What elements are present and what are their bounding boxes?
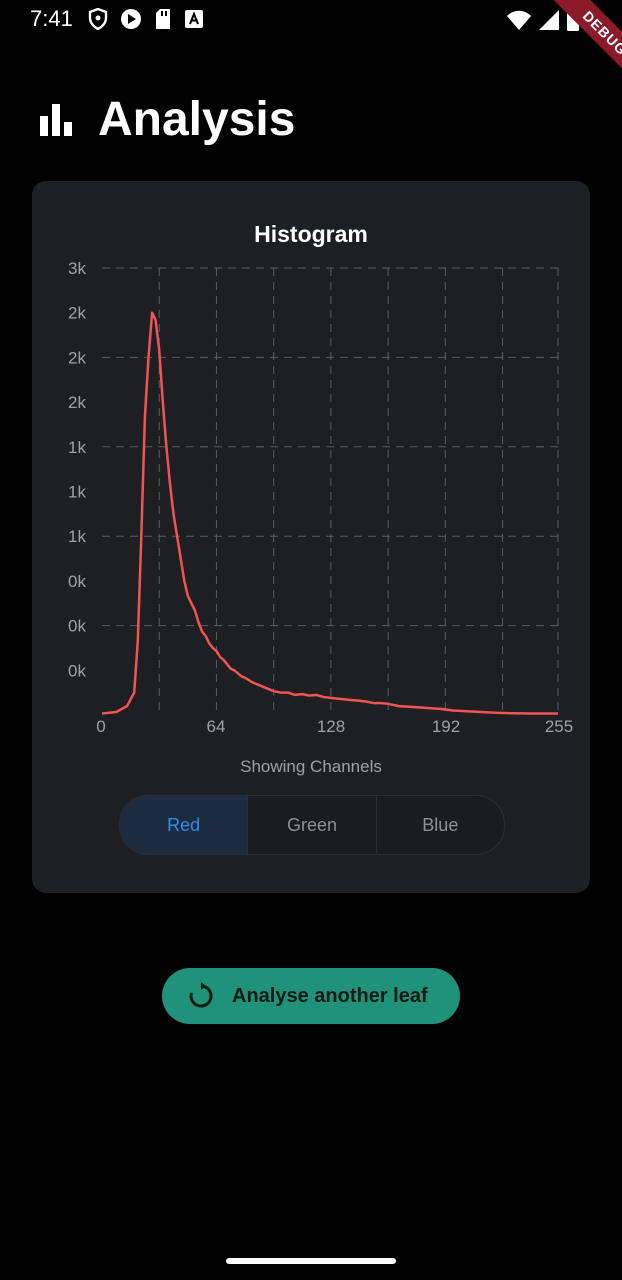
home-indicator [226, 1258, 396, 1264]
x-tick-label: 255 [545, 717, 573, 736]
x-tick-label: 192 [432, 717, 460, 736]
channel-green-button[interactable]: Green [248, 796, 377, 854]
bar-chart-icon [38, 102, 74, 138]
histogram-chart: 0k 0k 0k 1k 1k 1k 2k 2k 2k 3k 0 64 128 192 255 [68, 259, 573, 736]
y-tick-label: 3k [68, 259, 86, 278]
y-tick-label: 2k [68, 393, 86, 412]
status-bar: 7:41 [0, 0, 622, 89]
refresh-icon [186, 981, 216, 1011]
chart-series [101, 311, 558, 715]
play-store-icon [120, 8, 142, 30]
y-tick-label: 2k [68, 348, 86, 367]
y-tick-label: 0k [68, 572, 86, 591]
series-line-red [101, 311, 558, 715]
y-tick-label: 1k [68, 438, 86, 457]
channel-blue-button[interactable]: Blue [422, 814, 459, 835]
y-tick-label: 1k [68, 527, 86, 546]
chart-title: Histogram [254, 221, 368, 247]
y-tick-label: 0k [68, 661, 86, 680]
channels-caption: Showing Channels [240, 757, 382, 776]
histogram-card: Histogram 0k 0k 0k 1k 1k 1k 2k 2k 2k 3k 0 64 128 192… [32, 181, 590, 893]
shield-icon [88, 8, 108, 30]
sd-card-icon [154, 8, 172, 30]
x-tick-label: 128 [317, 717, 345, 736]
y-axis-ticks: 0k 0k 0k 1k 1k 1k 2k 2k 2k 3k [68, 259, 86, 680]
status-time: 7:41 [30, 6, 73, 31]
wifi-icon [506, 9, 532, 36]
y-tick-label: 2k [68, 304, 86, 323]
y-tick-label: 0k [68, 617, 86, 636]
status-icons-left [88, 8, 204, 30]
analyse-another-leaf-button[interactable]: Analyse another leaf [162, 968, 460, 1024]
channel-selector: Red Green Blue [119, 795, 505, 855]
x-tick-label: 0 [96, 717, 105, 736]
page-header: Analysis [38, 92, 295, 148]
x-tick-label: 64 [207, 717, 226, 736]
y-tick-label: 1k [68, 483, 86, 502]
channel-red-button[interactable]: Red [120, 796, 249, 854]
analyse-another-leaf-label: Analyse another leaf [232, 984, 428, 1007]
font-icon [184, 9, 204, 29]
signal-icon [538, 9, 560, 36]
page-title: Analysis [98, 93, 296, 146]
x-axis-ticks: 0 64 128 192 255 [96, 717, 573, 736]
